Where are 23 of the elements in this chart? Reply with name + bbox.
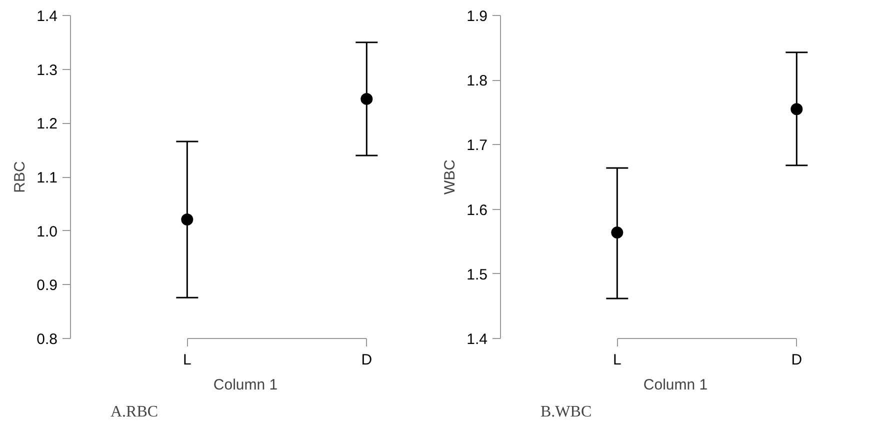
y-axis-title: WBC [442,159,459,194]
text: B.WBC [540,404,592,420]
text: A.RBC [110,404,158,420]
y-tick-label: 1.7 [466,137,488,154]
y-tick-label: 1.0 [36,223,58,240]
x-axis-title: Column 1 [213,376,278,394]
x-tick-label: D [361,352,372,368]
y-tick-label: 1.8 [466,72,488,90]
y-tick-label: 1.4 [466,331,488,348]
x-axis-title: Column 1 [643,376,708,394]
x-tick-label: L [182,352,192,368]
x-tick-label: L [612,352,622,368]
y-axis-title: RBC [12,161,29,193]
y-tick-label: 1.1 [36,170,58,186]
y-tick-label: 0.8 [36,331,58,348]
y-tick-label: 1.5 [466,266,488,284]
y-tick-label: 1.2 [36,116,58,133]
y-tick-label: 1.9 [466,8,488,25]
y-tick-label: 1.6 [466,202,488,219]
y-tick-label: 1.3 [36,62,58,79]
y-tick-label: 1.4 [36,8,58,25]
y-tick-label: 0.9 [36,277,58,294]
x-tick-label: D [791,352,802,368]
